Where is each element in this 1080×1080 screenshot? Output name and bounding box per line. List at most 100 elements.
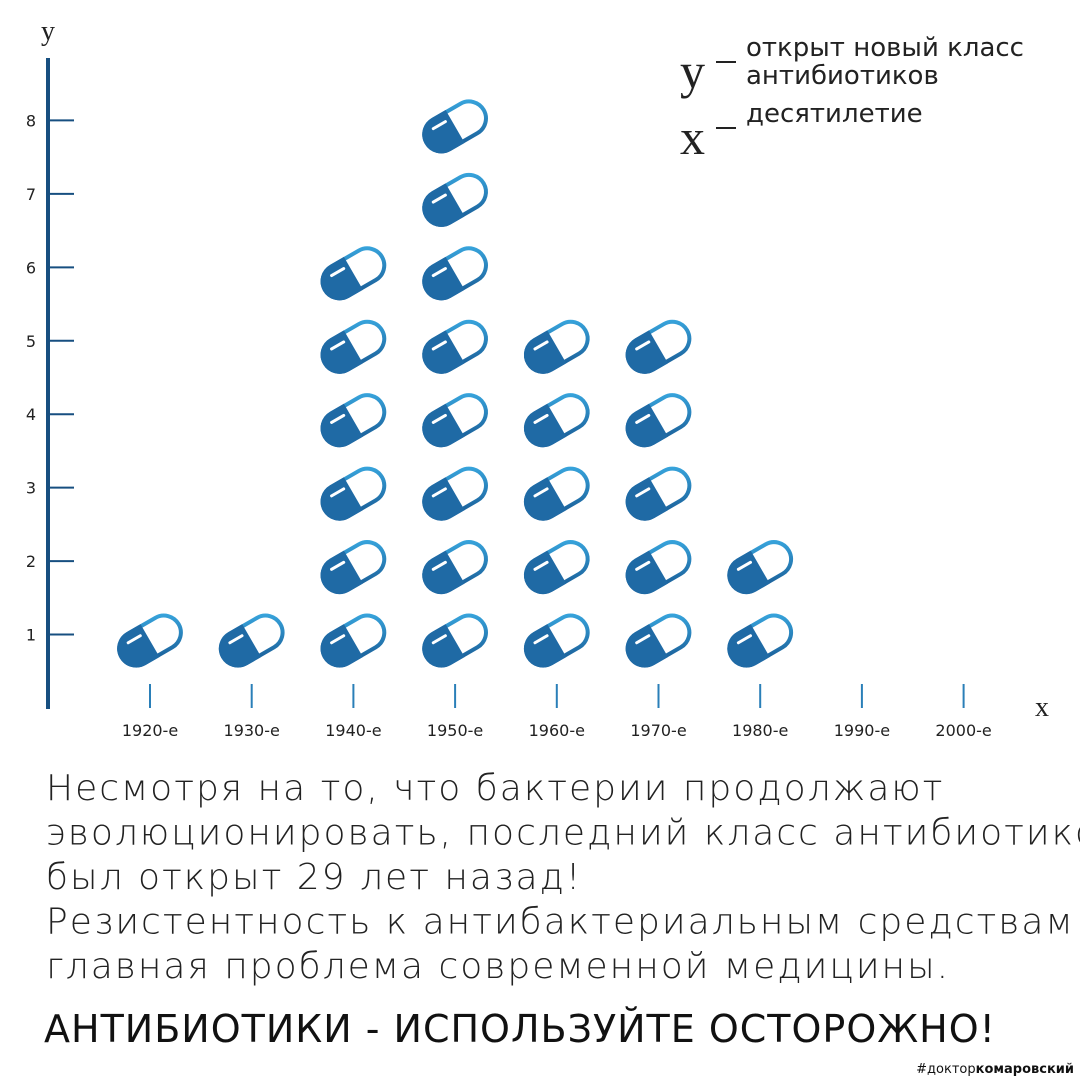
legend-text: открыт новый класс xyxy=(746,33,1024,63)
pill-shine xyxy=(533,487,549,498)
pill-half xyxy=(422,624,465,668)
pill xyxy=(523,466,590,521)
pill-half xyxy=(422,256,465,301)
pill xyxy=(625,466,692,521)
x-tick-label: 1940-е xyxy=(325,721,381,740)
pill xyxy=(422,540,488,595)
pill-half xyxy=(625,403,668,448)
pill-half xyxy=(422,330,465,374)
pill xyxy=(117,613,183,668)
pill xyxy=(422,613,488,668)
x-tick-label: 1950-е xyxy=(427,721,483,740)
caption-line: был открыт 29 лет назад! xyxy=(46,857,582,898)
pill xyxy=(320,319,387,374)
pill-half xyxy=(422,477,465,521)
y-tick-label: 3 xyxy=(26,479,36,498)
y-tick-label: 6 xyxy=(26,258,36,277)
pill xyxy=(422,319,488,374)
pill xyxy=(625,540,692,595)
pill-shine xyxy=(431,487,447,498)
y-tick-label: 4 xyxy=(26,405,36,424)
pill-half xyxy=(422,109,465,154)
pill xyxy=(523,319,590,374)
pill-shine xyxy=(330,487,346,498)
hashtag: #докторкомаровский xyxy=(916,1062,1074,1077)
y-tick-label: 5 xyxy=(26,332,36,351)
pill-shine xyxy=(635,340,651,351)
pill-half xyxy=(422,403,465,448)
legend-text: антибиотиков xyxy=(746,61,939,91)
pill xyxy=(523,613,590,668)
caption-line: Несмотря на то, что бактерии продолжают xyxy=(46,768,944,809)
pill-half xyxy=(320,550,363,595)
pill xyxy=(523,393,590,448)
pill-shine xyxy=(330,634,346,645)
pill-half xyxy=(625,624,668,668)
pill-half xyxy=(320,403,363,448)
pill-stack xyxy=(727,540,794,668)
x-tick-label: 1980-е xyxy=(732,721,788,740)
pill xyxy=(422,466,488,521)
pill-shine xyxy=(635,634,651,645)
pill xyxy=(625,613,692,668)
pill-half xyxy=(727,550,770,595)
pill-half xyxy=(523,550,567,595)
pill-stack xyxy=(625,319,692,668)
caption-line: главная проблема современной медицины. xyxy=(46,946,950,987)
pill-shine xyxy=(330,413,346,424)
pill-shine xyxy=(126,634,142,645)
pill-half xyxy=(625,330,668,374)
pill-shine xyxy=(330,340,346,351)
pill-stack xyxy=(320,246,387,668)
pill-half xyxy=(625,477,668,521)
x-tick-label: 1990-е xyxy=(834,721,890,740)
pill-shine xyxy=(635,413,651,424)
pill-half xyxy=(422,550,465,595)
pill-half xyxy=(727,624,770,668)
pill-half xyxy=(523,477,567,521)
pill-shine xyxy=(228,634,244,645)
pill xyxy=(422,99,488,154)
pill-shine xyxy=(635,560,651,571)
pill-half xyxy=(422,183,465,227)
x-tick-label: 1970-е xyxy=(630,721,686,740)
pill-shine xyxy=(736,560,753,571)
slogan: АНТИБИОТИКИ - ИСПОЛЬЗУЙТЕ ОСТОРОЖНО! xyxy=(44,1007,996,1051)
pill-shine xyxy=(431,193,447,204)
pill xyxy=(320,466,387,521)
pill xyxy=(320,613,387,668)
pill xyxy=(320,540,387,595)
y-tick-label: 1 xyxy=(26,626,36,645)
pill-shine xyxy=(431,267,447,278)
pill-half xyxy=(218,624,262,668)
pill-shine xyxy=(635,487,651,498)
pill xyxy=(625,393,692,448)
x-tick-label: 1930-е xyxy=(224,721,280,740)
pill-shine xyxy=(533,413,549,424)
pill-half xyxy=(523,330,567,374)
pill xyxy=(727,540,794,595)
y-tick-label: 2 xyxy=(26,552,36,571)
legend-symbol: x xyxy=(680,109,705,165)
pill-half xyxy=(320,256,363,301)
pill-shine xyxy=(330,560,346,571)
pill-half xyxy=(320,624,363,668)
pill-half xyxy=(625,550,668,595)
pill-shine xyxy=(431,340,447,351)
caption: Несмотря на то, что бактерии продолжаютэ… xyxy=(44,768,1080,1077)
pill-shine xyxy=(431,120,447,131)
pill xyxy=(727,613,794,668)
pill-half xyxy=(320,330,363,374)
pill-stack xyxy=(422,99,488,668)
x-tick-label: 1960-е xyxy=(529,721,585,740)
pill-shine xyxy=(736,634,753,645)
pill-shine xyxy=(533,560,549,571)
pill xyxy=(320,246,387,301)
y-tick-label: 8 xyxy=(26,111,36,130)
legend-symbol: y xyxy=(680,43,705,99)
x-tick-label: 1920-е xyxy=(122,721,178,740)
pill-shine xyxy=(533,340,549,351)
pill-shine xyxy=(533,634,549,645)
